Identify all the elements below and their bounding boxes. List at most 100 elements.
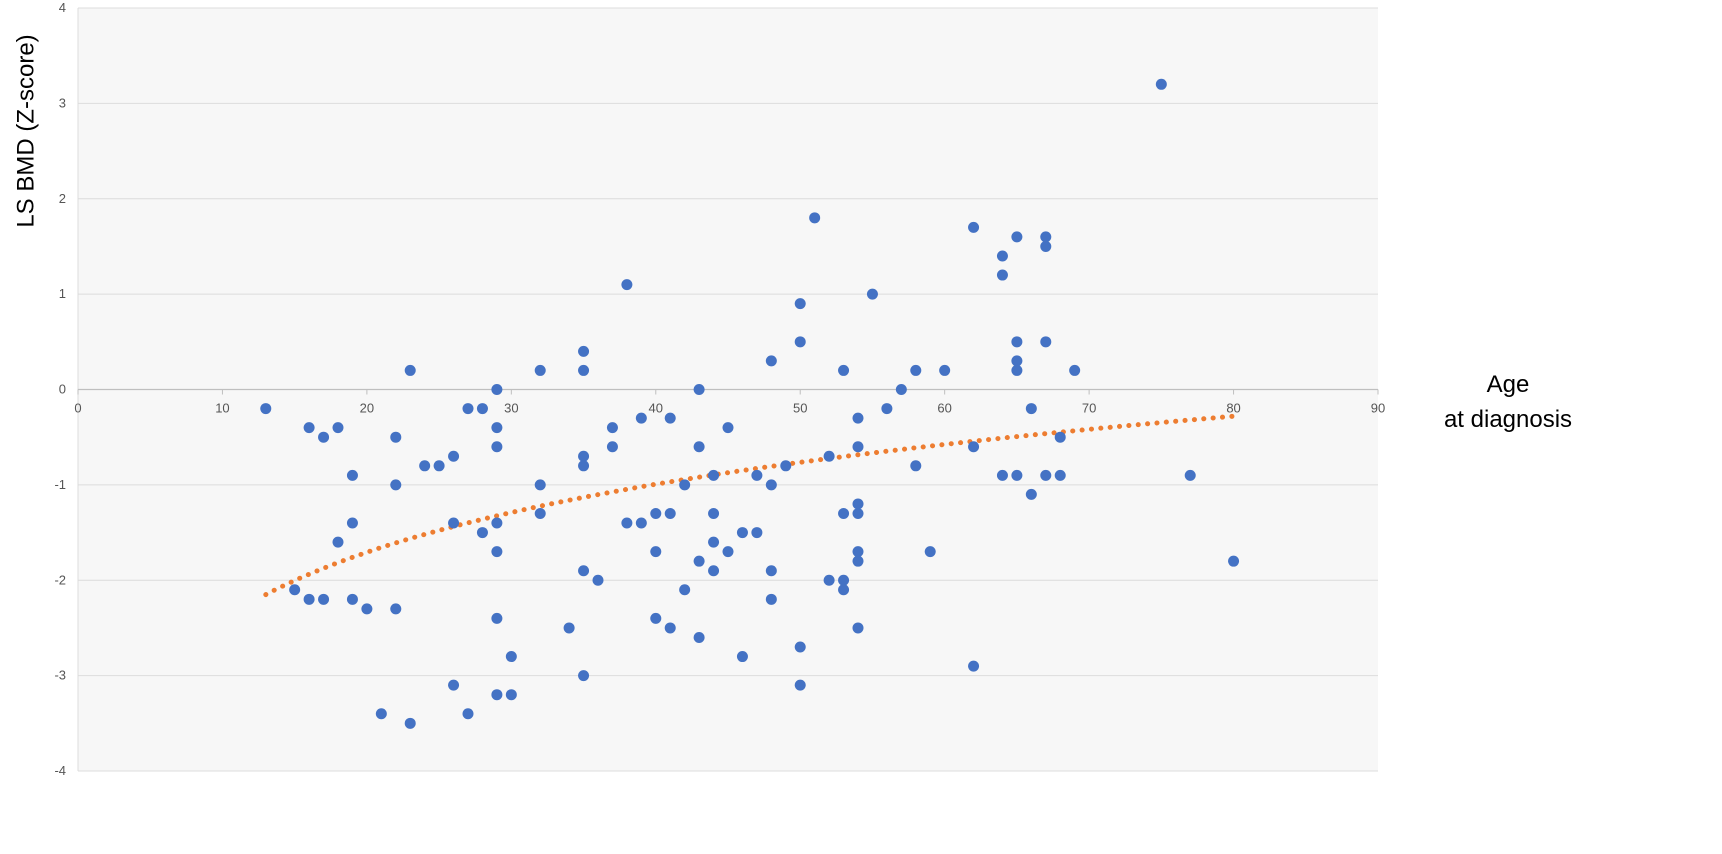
data-point [650,612,662,624]
data-point [390,479,402,491]
data-point [318,593,330,605]
data-point [664,622,676,634]
x-axis-tick-labels: 0 10 20 30 40 50 60 70 80 90 [74,401,1385,416]
data-point [765,593,777,605]
data-point [838,584,850,596]
data-point [621,279,633,291]
data-point [1025,403,1037,415]
data-point [289,584,301,596]
data-point [1040,231,1052,243]
data-point [866,288,878,300]
data-point [1040,336,1052,348]
y-tick-label: -4 [54,763,66,778]
data-point [534,479,546,491]
x-tick-label: 20 [360,401,374,416]
data-point [852,441,864,453]
data-point [852,546,864,558]
data-point [563,622,575,634]
data-point [635,412,647,424]
data-point [375,708,387,720]
data-point [794,641,806,653]
x-tick-label: 10 [215,401,229,416]
data-point [751,469,763,481]
data-point [852,498,864,510]
data-point [419,460,431,472]
data-point [462,403,474,415]
data-point [823,450,835,462]
data-point [679,584,691,596]
x-axis-line [77,388,1379,395]
data-point [448,517,460,529]
data-point [650,507,662,519]
data-point [578,450,590,462]
data-point [852,412,864,424]
data-point [722,546,734,558]
data-point [621,517,633,529]
data-point [736,527,748,539]
data-point [996,269,1008,281]
data-point [491,422,503,434]
data-point [404,364,416,376]
data-point [780,460,792,472]
data-point [1228,555,1240,567]
data-point [722,422,734,434]
data-point [332,422,344,434]
data-point [491,689,503,701]
x-tick-label: 80 [1226,401,1240,416]
data-point [708,565,720,577]
data-point [1040,469,1052,481]
data-point [939,364,951,376]
data-point [1184,469,1196,481]
data-point [303,593,315,605]
data-point [708,469,720,481]
data-point [693,441,705,453]
data-point [578,364,590,376]
data-point [318,431,330,443]
data-point [838,574,850,586]
x-axis-title-line-2: at diagnosis [1444,406,1572,433]
data-point [448,679,460,691]
data-point [1011,469,1023,481]
data-point [881,403,893,415]
data-point [390,431,402,443]
trendline-path [263,413,1237,598]
data-point [1155,78,1167,90]
data-point [476,527,488,539]
data-point [996,250,1008,262]
data-point [1011,355,1023,367]
data-point [650,546,662,558]
data-point [1011,336,1023,348]
data-point [491,441,503,453]
data-point [1011,364,1023,376]
data-point [1069,364,1081,376]
x-tick-label: 30 [504,401,518,416]
data-point [578,565,590,577]
data-point [765,479,777,491]
data-point [1054,469,1066,481]
data-point [968,660,980,672]
data-point [346,517,358,529]
data-point [968,221,980,233]
x-tick-label: 60 [937,401,951,416]
x-tick-label: 70 [1082,401,1096,416]
data-point [448,450,460,462]
data-point [1025,488,1037,500]
data-point [346,469,358,481]
data-point [1011,231,1023,243]
data-point [794,336,806,348]
data-point [765,355,777,367]
x-tick-label: 50 [793,401,807,416]
data-point [751,527,763,539]
data-point [852,622,864,634]
y-tick-label: -3 [54,668,66,683]
data-point [693,631,705,643]
data-point [736,651,748,663]
data-point [491,546,503,558]
x-tick-label: 90 [1371,401,1385,416]
data-point [664,507,676,519]
data-point [895,384,907,395]
data-point [679,479,691,491]
y-tick-label: -2 [54,572,66,587]
data-point [534,507,546,519]
data-point [606,441,618,453]
